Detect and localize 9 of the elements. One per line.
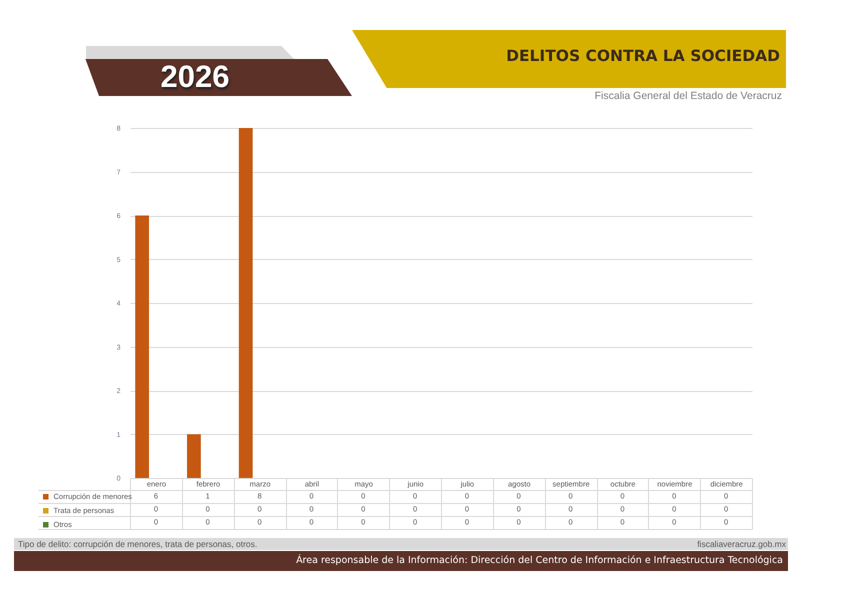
text: fiscaliaveracruz.gob.mx [697,539,786,549]
bar [187,434,201,478]
bar [238,128,253,478]
text: Tipo de delito: corrupción de menores, trata de personas, otros. [18,539,258,549]
chart-title: DELITOS CONTRA LA SOCIEDAD [506,47,780,65]
text: 2026 [160,58,230,96]
chart-subtitle: Fiscalia General del Estado de Veracruz [594,90,782,102]
text: Área responsable de la Información: Dirección del Centro de Información e Infraestructura Tecnológica [296,555,783,567]
bar [135,216,150,478]
